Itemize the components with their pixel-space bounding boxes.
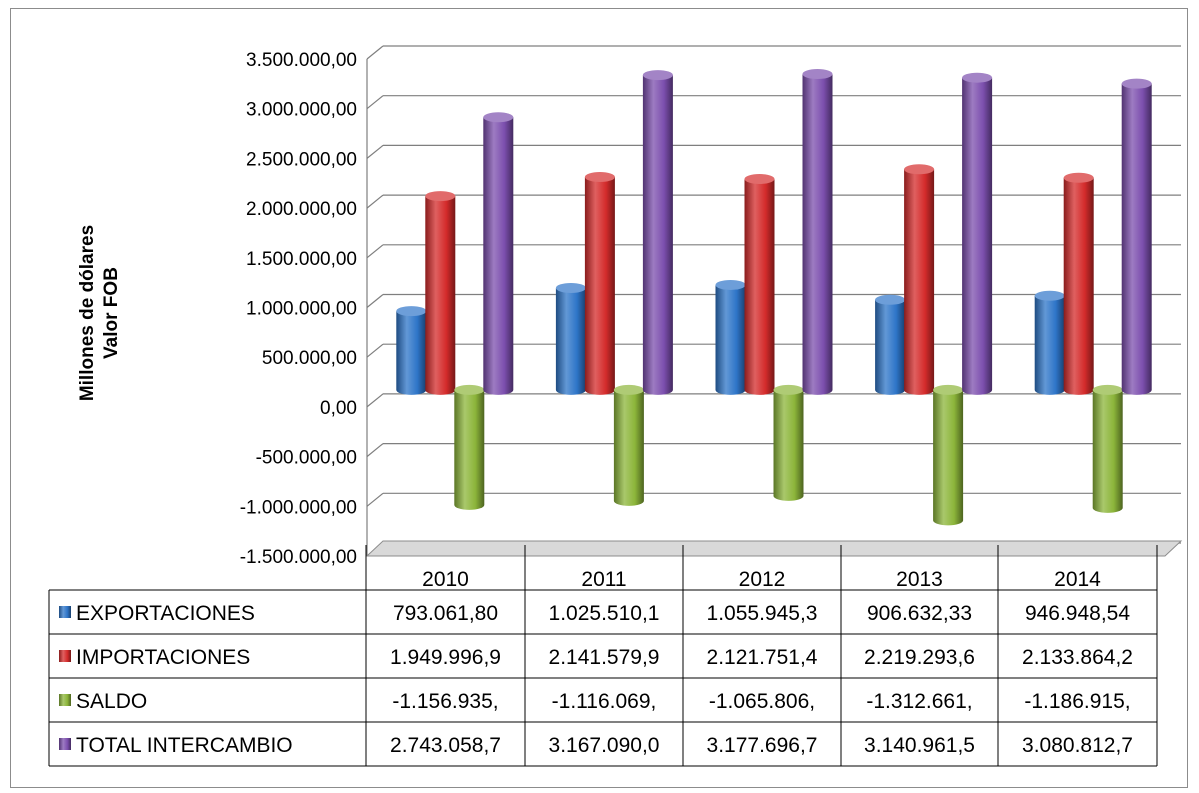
y-tick-label: 500.000,00 [262,348,357,369]
bar-importaciones [1063,177,1094,395]
category-label: 2011 [581,568,626,591]
bar-saldo [454,389,485,510]
bar-exportaciones [555,287,586,395]
category-label: 2012 [739,568,786,591]
bar-total-intercambio [802,74,833,395]
bar-cap [1034,290,1065,301]
bar-total-intercambio [962,77,993,395]
table-cell: 3.177.696,7 [707,734,818,757]
table-cell: 1.025.510,1 [549,602,660,625]
bar-cap [1063,172,1094,183]
bar-cap [396,306,427,317]
gridline-diag [366,45,384,60]
bar-cap [1092,384,1123,395]
table-cell: -1.116.069, [552,690,657,713]
gridline-diag [366,393,384,408]
table-cell: -1.065.806, [709,690,815,713]
table-cell: 946.948,54 [1025,602,1130,625]
table-cell: 2.141.579,9 [549,646,660,669]
y-tick-label: 2.500.000,00 [246,149,357,170]
legend-label: EXPORTACIONES [76,602,255,625]
bar-saldo [773,389,804,501]
gridline-diag [366,294,384,308]
gridline-diag [366,144,384,159]
bar-cap [1121,78,1152,89]
y-tick-label: -1.000.000,00 [240,497,357,518]
legend-key-saldo [59,694,71,706]
table-cell: -1.156.935, [392,690,498,713]
table-cell: 1.949.996,9 [390,646,501,669]
table-cell: 2.121.751,4 [707,646,818,669]
bar-exportaciones [875,299,906,395]
table-cell: 2.219.293,6 [864,646,975,669]
bar-saldo [613,389,644,506]
bar-cap [904,164,935,175]
y-tick-label: 1.500.000,00 [246,249,357,270]
bar-importaciones [744,178,775,395]
y-axis-title: Valor FOB [101,267,122,359]
bar-cap [773,384,804,395]
bar-cap [613,384,644,395]
bar-total-intercambio [642,75,673,395]
table-cell: 793.061,80 [393,602,498,625]
bar-cap [425,191,456,202]
legend-key-exportaciones [59,606,71,618]
table-cell: -1.312.661, [866,690,972,713]
gridline-diag [366,244,384,259]
bar-cap [744,173,775,184]
legend-key-total-intercambio [59,738,71,750]
table-cell: 3.080.812,7 [1022,734,1133,757]
bar-cap [642,70,673,81]
gridline-diag [366,95,384,110]
gridline-diag [366,343,384,358]
bar-cap [454,384,485,395]
bar-cap [584,172,615,183]
bar-cap [962,72,993,83]
bar-importaciones [425,196,456,395]
gridline-diag [366,492,384,507]
legend-label: TOTAL INTERCAMBIO [76,734,293,757]
y-tick-label: -1.500.000,00 [240,547,357,568]
table-cell: 2.743.058,7 [390,734,501,757]
legend-key-importaciones [59,650,71,662]
gridline-diag [366,443,384,458]
table-cell: 3.140.961,5 [864,734,975,757]
bar-importaciones [904,169,935,395]
y-tick-label: 3.500.000,00 [246,50,357,71]
category-label: 2010 [422,568,469,591]
bar-cap [933,384,964,395]
y-axis-title: Millones de dólares [77,225,98,401]
chart-floor [365,540,1183,557]
legend-label: IMPORTACIONES [76,646,250,669]
table-cell: 906.632,33 [867,602,972,625]
y-tick-label: 0,00 [320,398,357,419]
table-cell: 1.055.945,3 [707,602,818,625]
category-label: 2013 [896,568,943,591]
bar-cap [875,294,906,305]
bar-exportaciones [396,311,427,395]
bar-cap [715,279,746,290]
bar-cap [483,112,514,123]
bar-exportaciones [715,284,746,395]
y-tick-label: 3.000.000,00 [246,100,357,121]
bar-saldo [933,389,964,526]
gridline-diag [366,194,384,209]
bar-exportaciones [1034,295,1065,395]
bar-cap [555,282,586,293]
bar-importaciones [584,177,615,395]
bar-saldo [1092,389,1123,513]
bar-cap [802,69,833,80]
y-tick-label: 1.000.000,00 [246,299,357,320]
legend-label: SALDO [76,690,147,713]
y-tick-label: -500.000,00 [256,448,357,469]
table-cell: 2.133.864,2 [1022,646,1133,669]
bar-total-intercambio [483,117,514,395]
y-tick-label: 2.000.000,00 [246,199,357,220]
table-cell: -1.186.915, [1024,690,1130,713]
bar-total-intercambio [1121,83,1152,395]
category-label: 2014 [1054,568,1101,591]
table-cell: 3.167.090,0 [549,734,660,757]
